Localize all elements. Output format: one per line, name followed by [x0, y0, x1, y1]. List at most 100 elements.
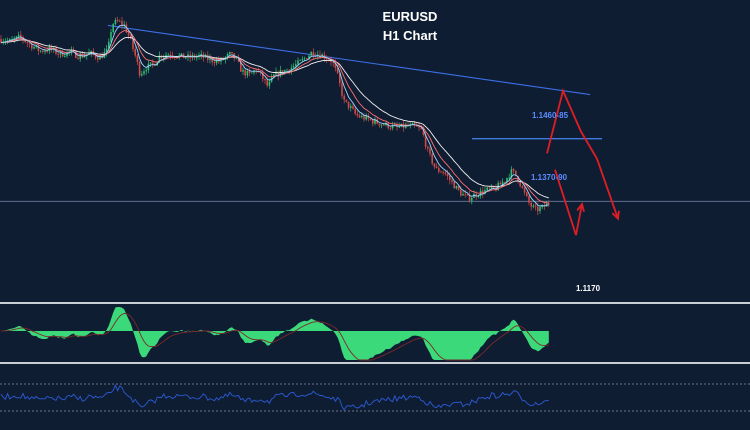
candle-body	[97, 57, 99, 60]
rsi-line	[0, 384, 549, 412]
candle-body	[488, 187, 491, 189]
candle-body	[37, 45, 40, 52]
candle-body	[132, 38, 134, 49]
candle-body	[504, 181, 506, 183]
candle-body	[213, 62, 216, 64]
candle-body	[455, 185, 458, 189]
candle-body	[143, 71, 145, 74]
candle-body	[528, 196, 530, 203]
candle-body	[424, 134, 427, 147]
candle-body	[284, 70, 286, 74]
candle-body	[209, 58, 211, 60]
candle-body	[508, 177, 510, 179]
candle-body	[350, 106, 352, 108]
candle-body	[242, 70, 244, 72]
candle-body	[286, 69, 288, 71]
candle-body	[277, 71, 279, 77]
candle-body	[405, 124, 407, 128]
candle-body	[352, 106, 354, 109]
projection-path-1	[546, 88, 619, 219]
candle-body	[539, 207, 541, 212]
candle-body	[411, 123, 414, 125]
candle-body	[306, 58, 308, 60]
candle-body	[119, 20, 121, 22]
candle-body	[365, 115, 367, 120]
candle-body	[442, 172, 444, 174]
candle-body	[499, 182, 502, 185]
candle-body	[127, 32, 130, 36]
descending-trendline	[107, 24, 591, 96]
candle-body	[42, 50, 44, 52]
candle-body	[121, 21, 123, 26]
candle-body	[253, 70, 255, 73]
candle-body	[215, 59, 218, 64]
candle-body	[231, 51, 233, 54]
candle-body	[75, 51, 77, 58]
candle-body	[312, 51, 315, 56]
candle-body	[501, 181, 504, 185]
chart-title: EURUSD	[382, 9, 438, 24]
candle-body	[433, 163, 436, 167]
candle-body	[35, 45, 37, 48]
projection-arrowhead-2	[576, 201, 585, 212]
candle-body	[39, 50, 42, 52]
candle-body	[20, 34, 22, 37]
candle-body	[328, 59, 330, 61]
candle-body	[460, 189, 462, 196]
candle-body	[446, 173, 449, 176]
candle-body	[374, 119, 376, 124]
label-upper-resistance: 1.1460-85	[532, 111, 569, 120]
candle-body	[451, 180, 453, 182]
candle-body	[462, 194, 464, 196]
moving-average-slow	[1, 36, 549, 199]
candle-body	[64, 56, 66, 57]
candle-body	[526, 192, 528, 197]
candle-body	[114, 20, 117, 25]
candle-body	[435, 166, 438, 169]
candle-body	[440, 171, 442, 173]
candle-body	[0, 39, 2, 43]
candle-body	[475, 193, 477, 197]
candle-body	[134, 48, 136, 56]
candle-body	[343, 95, 345, 100]
candle-body	[185, 57, 187, 59]
candle-body	[548, 203, 550, 205]
candle-body	[152, 62, 154, 64]
candle-body	[275, 71, 277, 75]
candle-body	[308, 55, 310, 60]
candle-body	[248, 70, 251, 74]
candle-body	[341, 83, 343, 96]
candle-body	[246, 70, 249, 76]
candle-body	[200, 53, 202, 56]
candle-body	[361, 115, 363, 118]
candle-body	[464, 194, 466, 195]
candle-body	[372, 119, 374, 124]
candle-body	[468, 195, 471, 201]
label-support-target: 1.1170	[576, 284, 601, 293]
candle-body	[429, 148, 431, 154]
candle-body	[229, 51, 231, 54]
candle-body	[264, 79, 266, 81]
candle-body	[345, 99, 348, 102]
candle-body	[389, 128, 392, 129]
candle-body	[301, 59, 304, 61]
candle-body	[310, 51, 312, 56]
candle-body	[427, 146, 429, 149]
candle-body	[9, 39, 11, 41]
candle-body	[110, 31, 112, 42]
candle-body	[449, 175, 451, 181]
candle-body	[145, 70, 147, 72]
moving-average-fast	[0, 24, 549, 207]
candle-body	[537, 206, 539, 212]
candle-body	[369, 118, 372, 120]
candle-body	[484, 190, 486, 194]
candle-body	[136, 55, 139, 62]
candle-body	[141, 73, 143, 76]
candle-body	[17, 34, 20, 37]
candle-body	[288, 69, 290, 72]
candle-body	[453, 181, 455, 189]
candle-body	[237, 57, 240, 62]
candle-body	[24, 39, 26, 42]
